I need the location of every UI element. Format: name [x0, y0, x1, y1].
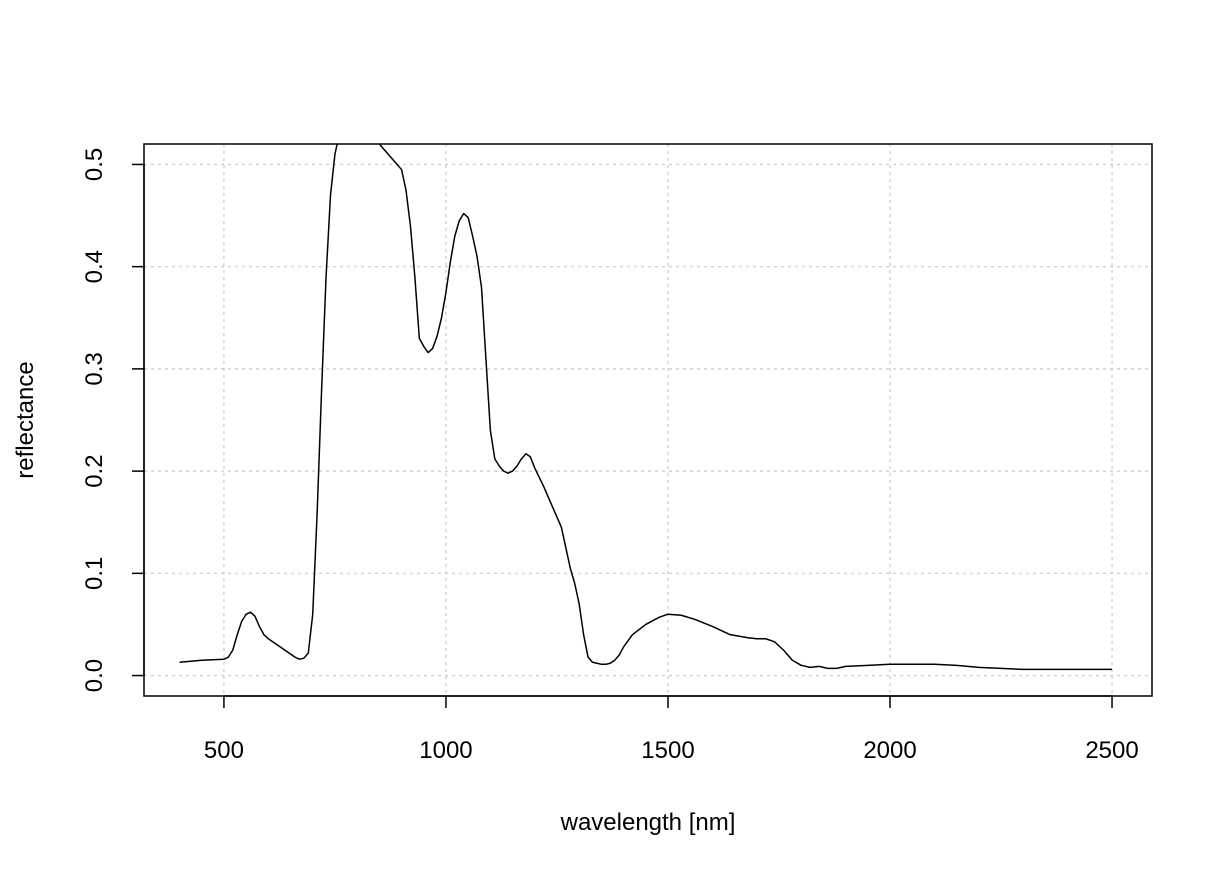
y-tick-label: 0.1	[81, 557, 108, 590]
y-axis-title: reflectance	[12, 361, 39, 478]
x-tick-label: 2000	[863, 737, 916, 764]
x-tick-label: 2500	[1085, 737, 1138, 764]
y-tick-label: 0.3	[81, 352, 108, 385]
plot-frame	[143, 143, 1153, 697]
x-axis: 500 1000 1500 2000 2500	[204, 695, 1139, 764]
y-axis: 0.0 0.1 0.2 0.3 0.4 0.5	[81, 148, 145, 692]
x-tick-label: 500	[204, 737, 244, 764]
y-tick-label: 0.5	[81, 148, 108, 181]
grid-layer	[144, 144, 1152, 696]
y-tick-label: 0.4	[81, 250, 108, 283]
y-tick-label: 0.2	[81, 454, 108, 487]
reflectance-series-line	[179, 144, 1113, 671]
x-tick-label: 1000	[419, 737, 472, 764]
series-layer	[179, 144, 1113, 671]
x-axis-title: wavelength [nm]	[560, 809, 736, 836]
y-tick-label: 0.0	[81, 659, 108, 692]
x-tick-label: 1500	[641, 737, 694, 764]
